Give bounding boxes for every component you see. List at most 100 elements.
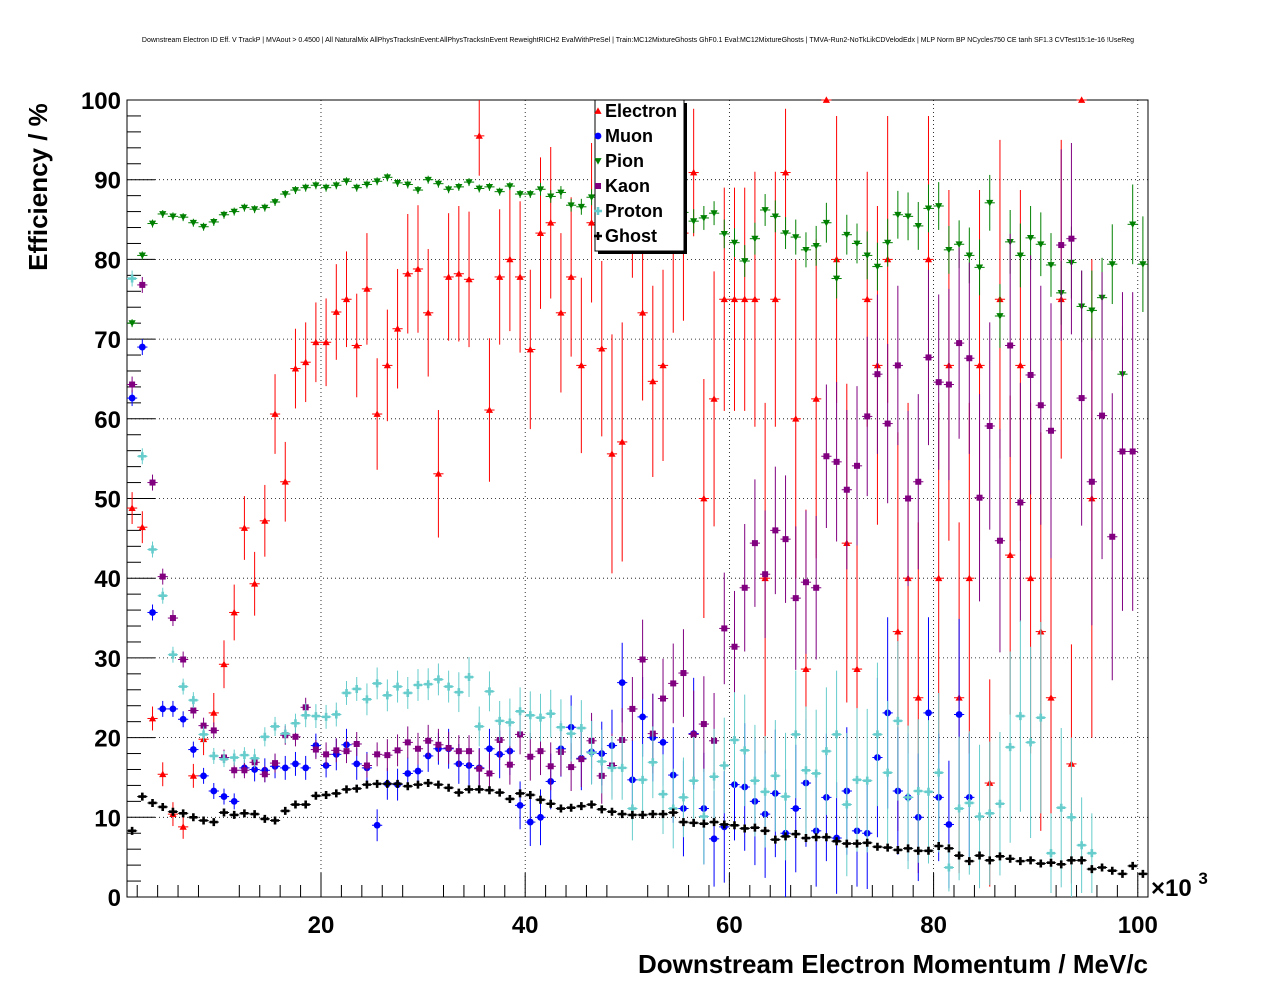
ghost-point [943, 844, 955, 853]
proton-marker [393, 682, 402, 691]
kaon-marker [660, 695, 667, 702]
kaon-marker [466, 748, 473, 755]
kaon-point [892, 285, 903, 446]
kaon-point [1005, 233, 1016, 458]
pion-marker [955, 241, 963, 248]
ghost-point [576, 802, 587, 811]
proton-marker [812, 769, 821, 778]
ghost-marker [1108, 866, 1117, 875]
electron-marker [741, 295, 749, 303]
legend-entry-electron: Electron [594, 101, 677, 121]
proton-point [382, 679, 393, 712]
kaon-marker [159, 573, 166, 580]
electron-marker [965, 574, 973, 582]
electron-marker [271, 410, 279, 417]
ghost-marker [1057, 860, 1066, 869]
legend-shadow-right [684, 103, 687, 253]
kaon-marker [935, 379, 942, 386]
kaon-point [382, 739, 393, 772]
ghost-marker [618, 810, 627, 819]
kaon-marker [435, 741, 442, 748]
pion-marker [526, 191, 534, 198]
ghost-marker [893, 845, 902, 854]
proton-marker [955, 804, 964, 813]
electron-marker [404, 270, 412, 277]
ghost-marker [434, 780, 443, 789]
proton-marker [230, 753, 239, 762]
proton-marker [1087, 849, 1096, 858]
proton-marker [750, 776, 759, 785]
kaon-marker [966, 355, 973, 362]
proton-point [249, 748, 260, 768]
kaon-point [341, 739, 352, 764]
proton-point [239, 747, 250, 764]
proton-point [637, 743, 648, 816]
ghost-point [1096, 863, 1108, 872]
pion-point [1015, 223, 1026, 288]
kaon-point [821, 384, 832, 528]
ghost-point [320, 790, 332, 799]
electron-point [361, 233, 373, 345]
proton-point [770, 720, 781, 832]
proton-marker [128, 274, 137, 283]
proton-marker [362, 695, 371, 704]
ghost-point [392, 779, 403, 788]
kaon-point [310, 739, 321, 760]
pion-point [392, 178, 403, 187]
x-tick-label: 20 [308, 912, 335, 939]
kaon-marker [353, 740, 360, 747]
electron-point [137, 511, 148, 544]
pion-point [892, 190, 903, 239]
pion-marker [1088, 307, 1096, 315]
electron-point [494, 209, 505, 345]
legend-marker-pion [594, 158, 602, 165]
pion-point [525, 190, 536, 199]
pion-point [719, 219, 730, 249]
pion-point [443, 185, 454, 194]
proton-point [157, 587, 168, 604]
electron-marker [547, 219, 555, 226]
y-tick-label: 30 [94, 646, 121, 673]
y-tick-label: 100 [81, 88, 121, 115]
proton-marker [189, 696, 198, 705]
electron-point [474, 100, 485, 176]
proton-marker [985, 809, 994, 818]
legend-marker-kaon [595, 183, 601, 189]
ghost-point [1005, 854, 1016, 863]
pion-marker [567, 202, 575, 209]
ghost-point [178, 809, 189, 818]
ghost-point [974, 851, 985, 860]
electron-point [443, 213, 454, 341]
kaon-marker [1078, 395, 1085, 402]
electron-marker [148, 714, 157, 722]
proton-point [290, 713, 301, 733]
ghost-point [157, 802, 168, 811]
ghost-marker [189, 813, 198, 822]
pion-marker [557, 189, 565, 197]
electron-point [790, 259, 801, 579]
proton-marker [944, 863, 953, 872]
ghost-marker [209, 818, 218, 827]
kaon-marker [527, 753, 534, 760]
electron-point [127, 492, 138, 525]
proton-marker [434, 675, 443, 684]
pion-marker [730, 239, 739, 247]
electron-marker [853, 665, 861, 672]
proton-marker [148, 545, 157, 554]
x-tick-label: 40 [512, 912, 539, 939]
pion-point [514, 190, 526, 199]
muon-marker [220, 793, 228, 800]
pion-marker [986, 199, 994, 207]
muon-point [229, 793, 240, 810]
kaon-marker [1058, 242, 1065, 249]
x-tick-label: 100 [1118, 912, 1158, 939]
kaon-point [1056, 149, 1067, 341]
ghost-point [494, 788, 505, 797]
kaon-point [729, 590, 740, 703]
ghost-marker [444, 783, 453, 792]
ghost-marker [965, 857, 974, 866]
pion-marker [434, 180, 443, 188]
kaon-point [1066, 143, 1077, 335]
kaon-point [127, 376, 138, 393]
proton-point [433, 663, 444, 696]
